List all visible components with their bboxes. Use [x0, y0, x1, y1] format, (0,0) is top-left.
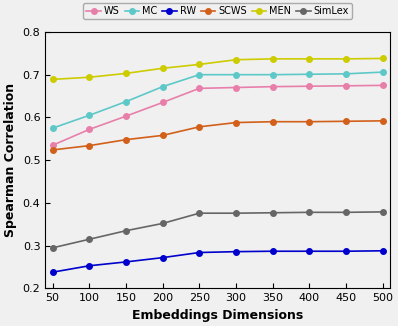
RW: [380, 249, 385, 253]
MEN: [380, 56, 385, 60]
SCWS: [124, 138, 129, 141]
RW: [160, 256, 165, 259]
SimLex: [307, 210, 312, 214]
WS: [50, 143, 55, 147]
MC: [380, 70, 385, 74]
Line: MEN: MEN: [50, 56, 385, 82]
SCWS: [197, 125, 202, 129]
SCWS: [160, 133, 165, 137]
SCWS: [50, 148, 55, 152]
MEN: [197, 63, 202, 67]
WS: [160, 100, 165, 104]
SimLex: [197, 211, 202, 215]
SimLex: [343, 210, 348, 214]
WS: [197, 86, 202, 90]
Line: SimLex: SimLex: [50, 209, 385, 251]
SCWS: [343, 119, 348, 123]
MC: [197, 73, 202, 77]
SimLex: [50, 246, 55, 250]
RW: [197, 251, 202, 255]
WS: [270, 85, 275, 89]
MC: [50, 126, 55, 130]
WS: [343, 84, 348, 88]
Line: RW: RW: [50, 248, 385, 275]
MEN: [87, 75, 92, 79]
Line: SCWS: SCWS: [50, 118, 385, 153]
SCWS: [270, 120, 275, 124]
MC: [160, 85, 165, 89]
WS: [234, 85, 238, 89]
SimLex: [160, 221, 165, 225]
MC: [87, 113, 92, 117]
SimLex: [124, 229, 129, 233]
MC: [270, 73, 275, 77]
RW: [270, 249, 275, 253]
RW: [87, 264, 92, 268]
SimLex: [87, 237, 92, 241]
SCWS: [234, 121, 238, 125]
Y-axis label: Spearman Correlation: Spearman Correlation: [4, 83, 17, 237]
MEN: [50, 78, 55, 82]
SCWS: [380, 119, 385, 123]
RW: [124, 260, 129, 264]
MEN: [124, 71, 129, 75]
MC: [343, 72, 348, 76]
MEN: [160, 66, 165, 70]
MEN: [234, 58, 238, 62]
RW: [50, 270, 55, 274]
SimLex: [270, 211, 275, 215]
MC: [124, 100, 129, 104]
Line: MC: MC: [50, 69, 385, 131]
MEN: [270, 57, 275, 61]
WS: [380, 83, 385, 87]
MEN: [307, 57, 312, 61]
SimLex: [234, 211, 238, 215]
RW: [343, 249, 348, 253]
MC: [307, 72, 312, 76]
SCWS: [307, 120, 312, 124]
Line: WS: WS: [50, 82, 385, 148]
MC: [234, 73, 238, 77]
WS: [124, 114, 129, 118]
WS: [87, 127, 92, 131]
X-axis label: Embeddings Dimensions: Embeddings Dimensions: [132, 309, 303, 322]
RW: [234, 250, 238, 254]
SCWS: [87, 144, 92, 148]
Legend: WS, MC, RW, SCWS, MEN, SimLex: WS, MC, RW, SCWS, MEN, SimLex: [84, 4, 352, 19]
SimLex: [380, 210, 385, 214]
WS: [307, 84, 312, 88]
RW: [307, 249, 312, 253]
MEN: [343, 57, 348, 61]
